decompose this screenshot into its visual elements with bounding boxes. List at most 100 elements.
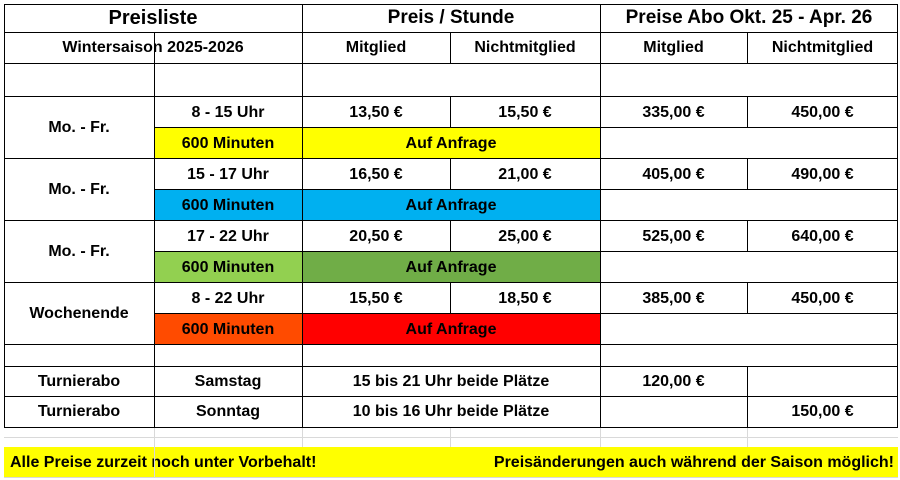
grid-line — [4, 437, 898, 438]
on-request-label: Auf Anfrage — [302, 128, 600, 159]
season-label: Wintersaison 2025-2026 — [62, 38, 244, 56]
abo-non-member-column-heading: Nichtmitglied — [771, 38, 874, 56]
grid-line — [450, 221, 451, 252]
grid-line — [4, 32, 898, 33]
grid-line — [154, 251, 600, 252]
grid-line — [154, 221, 155, 283]
grid-line — [4, 427, 898, 428]
non-member-price: 25,00 € — [498, 227, 552, 245]
footer-band — [4, 447, 898, 477]
non-member-column-heading: Nichtmitglied — [474, 38, 576, 56]
time-range: 8 - 15 Uhr — [191, 103, 265, 121]
grid-line — [747, 159, 748, 190]
tournament-day: Sonntag — [196, 403, 260, 420]
grid-line — [4, 4, 5, 428]
grid-line — [747, 283, 748, 314]
on-request-label: Auf Anfrage — [302, 252, 600, 283]
time-range: 17 - 22 Uhr — [187, 227, 269, 245]
footer-note-left: Alle Preise zurzeit noch unter Vorbehalt… — [10, 454, 317, 471]
non-member-price: 21,00 € — [498, 165, 552, 183]
grid-line — [154, 32, 155, 63]
grid-line — [450, 159, 451, 190]
grid-line — [302, 63, 303, 96]
sheet-title: Preisliste — [108, 6, 198, 29]
grid-line — [897, 4, 898, 428]
grid-line — [4, 158, 898, 159]
grid-line — [450, 32, 451, 63]
day-label: Mo. - Fr. — [48, 243, 110, 260]
on-request-label: Auf Anfrage — [302, 314, 600, 345]
day-label: Wochenende — [29, 305, 129, 322]
grid-line — [4, 4, 898, 5]
on-request-label: Auf Anfrage — [302, 190, 600, 221]
grid-line — [450, 427, 451, 447]
tournament-abo-non-member-price — [747, 367, 898, 397]
tournament-day: Samstag — [194, 373, 262, 390]
grid-line — [600, 63, 601, 96]
abo-member-price: 405,00 € — [642, 165, 705, 183]
grid-line — [4, 396, 898, 397]
day-label: Mo. - Fr. — [48, 181, 110, 198]
minutes-package: 600 Minuten — [154, 128, 302, 159]
minutes-package: 600 Minuten — [154, 252, 302, 283]
grid-line — [154, 427, 155, 477]
grid-line — [4, 366, 898, 367]
tournament-label: Turnierabo — [37, 373, 121, 390]
grid-line — [450, 283, 451, 314]
grid-line — [302, 4, 303, 428]
day-label: Mo. - Fr. — [48, 119, 110, 136]
grid-line — [4, 477, 898, 478]
tournament-abo-member-price — [600, 397, 747, 427]
abo-non-member-price: 640,00 € — [791, 227, 854, 245]
member-price: 15,50 € — [349, 289, 403, 307]
grid-line — [600, 4, 601, 428]
grid-line — [600, 251, 898, 252]
time-range: 8 - 22 Uhr — [191, 289, 265, 307]
time-range: 15 - 17 Uhr — [187, 165, 269, 183]
grid-line — [747, 427, 748, 447]
grid-line — [747, 97, 748, 128]
member-price: 16,50 € — [349, 165, 403, 183]
tournament-info: 10 bis 16 Uhr beide Plätze — [352, 403, 550, 420]
tournament-info: 15 bis 21 Uhr beide Plätze — [352, 373, 550, 390]
abo-member-price: 385,00 € — [642, 289, 705, 307]
grid-line — [600, 127, 898, 128]
tournament-label: Turnierabo — [37, 403, 121, 420]
grid-line — [154, 344, 155, 427]
tournament-abo-member-price: 120,00 € — [642, 373, 705, 390]
grid-line — [4, 282, 898, 283]
grid-line — [154, 97, 155, 159]
member-price: 13,50 € — [349, 103, 403, 121]
grid-line — [302, 427, 303, 447]
grid-line — [4, 220, 898, 221]
abo-non-member-price: 450,00 € — [791, 289, 854, 307]
non-member-price: 15,50 € — [498, 103, 552, 121]
member-price: 20,50 € — [349, 227, 403, 245]
abo-member-price: 525,00 € — [642, 227, 705, 245]
grid-line — [4, 63, 898, 64]
grid-line — [600, 427, 601, 447]
tournament-abo-non-member-price: 150,00 € — [791, 403, 854, 420]
grid-line — [4, 96, 898, 97]
grid-line — [600, 313, 898, 314]
grid-line — [154, 159, 155, 221]
price-list-sheet: Preisliste Preis / Stunde Preise Abo Okt… — [4, 4, 900, 480]
abo-member-column-heading: Mitglied — [643, 38, 704, 56]
grid-line — [600, 189, 898, 190]
grid-line — [747, 221, 748, 252]
grid-line — [154, 189, 600, 190]
grid-line — [154, 313, 600, 314]
minutes-package: 600 Minuten — [154, 190, 302, 221]
grid-line — [154, 63, 155, 96]
grid-line — [154, 127, 600, 128]
abo-non-member-price: 490,00 € — [791, 165, 854, 183]
non-member-price: 18,50 € — [498, 289, 552, 307]
abo-heading: Preise Abo Okt. 25 - Apr. 26 — [625, 7, 873, 28]
grid-line — [747, 366, 748, 427]
price-per-hour-heading: Preis / Stunde — [387, 7, 515, 28]
member-column-heading: Mitglied — [345, 38, 407, 56]
grid-line — [154, 283, 155, 345]
minutes-package: 600 Minuten — [154, 314, 302, 345]
grid-line — [747, 32, 748, 63]
grid-line — [450, 97, 451, 128]
